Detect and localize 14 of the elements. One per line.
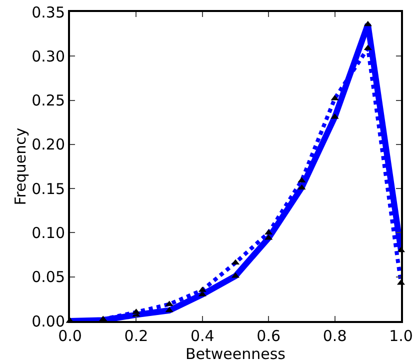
y-tick-label: 0.10	[32, 224, 65, 242]
y-tick-label: 0.25	[32, 92, 65, 110]
x-axis-title: Betweenness	[186, 345, 286, 363]
x-tick-label: 0.2	[124, 327, 148, 345]
y-tick-label: 0.05	[32, 268, 65, 286]
x-tick-label: 0.4	[190, 327, 214, 345]
x-tick-label: 0.8	[322, 327, 347, 345]
y-tick-label: 0.30	[32, 47, 65, 66]
x-tick-label: 1.0	[389, 327, 413, 345]
x-tick-label: 0.6	[256, 327, 281, 345]
y-axis-title: Frequency	[11, 128, 30, 206]
y-tick-label: 0.20	[32, 136, 65, 154]
y-tick-label: 0.35	[32, 3, 65, 22]
y-tick-label: 0.15	[32, 180, 65, 198]
